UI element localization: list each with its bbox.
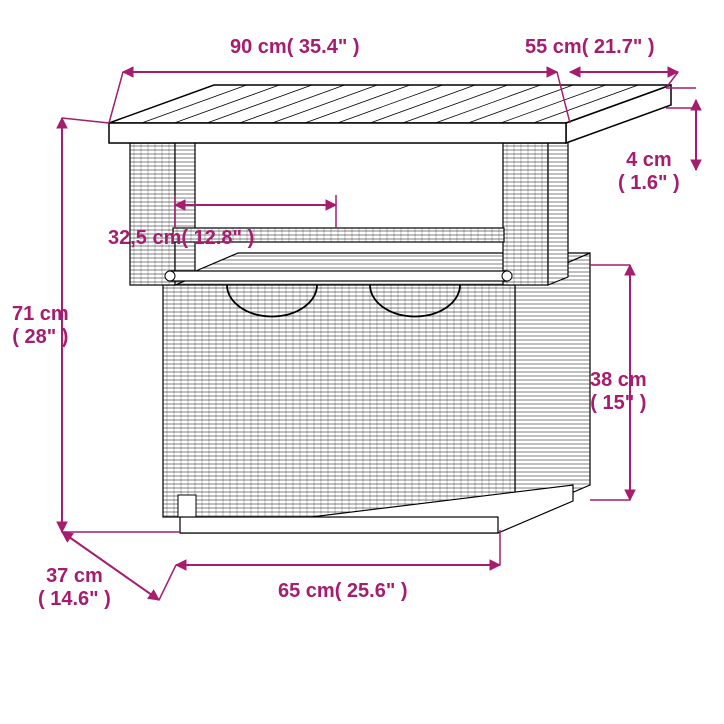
dim-height: 71 cm( 28" ) (12, 303, 69, 349)
diagram-svg (0, 0, 724, 724)
dim-depth-top: 55 cm( 21.7" ) (525, 36, 655, 59)
dim-thk-top: 4 cm( 1.6" ) (618, 149, 680, 195)
dim-base-w: 65 cm( 25.6" ) (278, 580, 408, 603)
dim-shelf-w: 32,5 cm( 12.8" ) (108, 227, 254, 250)
dim-base-d: 37 cm( 14.6" ) (38, 565, 111, 611)
dim-base-h: 38 cm( 15" ) (590, 369, 647, 415)
dim-width-top: 90 cm( 35.4" ) (230, 36, 360, 59)
